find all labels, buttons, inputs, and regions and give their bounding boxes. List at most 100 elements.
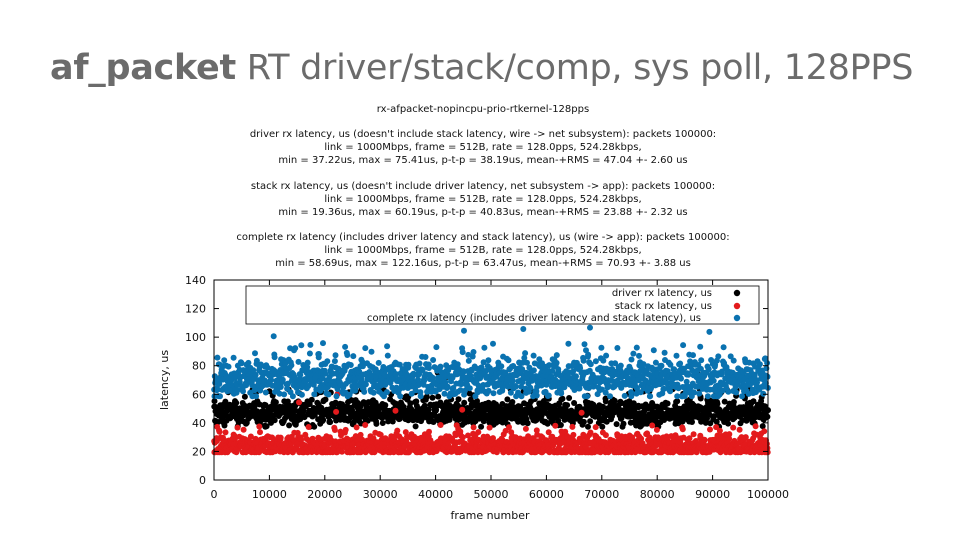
complete-point (667, 361, 674, 368)
stack-point (216, 428, 223, 435)
complete-point (461, 387, 468, 394)
complete-point (592, 358, 599, 365)
x-tick-label: 10000 (252, 488, 287, 501)
stack-point (257, 429, 263, 436)
complete-point (307, 341, 314, 348)
complete-point (288, 362, 295, 369)
complete-point (584, 393, 591, 400)
driver-subtitle-1: driver rx latency, us (doesn't include s… (250, 129, 716, 140)
y-tick-label: 140 (185, 274, 206, 287)
complete-point (454, 361, 461, 368)
stack-point (305, 424, 312, 430)
complete-point (585, 385, 592, 392)
complete-point (393, 371, 400, 378)
driver-point (600, 403, 606, 410)
complete-point (333, 393, 340, 400)
stack-point (730, 424, 737, 431)
complete-point (485, 357, 492, 364)
complete-point (530, 352, 537, 359)
driver-point (702, 419, 709, 426)
driver-point (320, 417, 327, 423)
driver-point (714, 400, 721, 407)
driver-point (618, 400, 625, 407)
complete-point (727, 353, 734, 360)
complete-point (587, 324, 593, 331)
stack-point (296, 399, 302, 406)
x-tick-label: 90000 (695, 488, 730, 501)
stack-point (234, 424, 241, 431)
driver-point (509, 399, 516, 405)
driver-point (215, 419, 222, 425)
x-tick-label: 30000 (363, 488, 398, 501)
y-tick-label: 40 (192, 417, 206, 430)
complete-point (253, 357, 260, 364)
stack-point (256, 449, 263, 456)
driver-point (602, 398, 609, 405)
slide-title: af_packet RT driver/stack/comp, sys poll… (50, 48, 913, 88)
slide-title-bold: af_packet (50, 48, 236, 88)
driver-point (461, 399, 468, 406)
complete-point (614, 345, 621, 351)
complete-point (739, 393, 745, 400)
complete-point (460, 368, 467, 375)
data-points (211, 302, 771, 456)
complete-point (417, 393, 424, 400)
complete-point (733, 389, 740, 396)
driver-point (504, 396, 511, 403)
complete-point (710, 377, 717, 384)
complete-point (271, 354, 278, 361)
driver-point (382, 402, 389, 409)
complete-point (519, 359, 526, 366)
stack-point (333, 408, 340, 415)
stack-point (602, 432, 609, 439)
complete-point (396, 361, 403, 368)
complete-point (482, 368, 489, 374)
driver-point (759, 423, 766, 430)
stack-point (459, 434, 466, 441)
stack-point (392, 407, 399, 414)
stack-point (578, 409, 585, 416)
complete-point (762, 355, 769, 362)
driver-point (571, 400, 578, 406)
complete-point (416, 360, 423, 367)
y-tick-label: 80 (192, 360, 206, 373)
stack-point (750, 435, 757, 442)
complete-point (405, 361, 412, 368)
complete-point (647, 393, 654, 400)
complete-point (359, 363, 366, 370)
stack-point (686, 435, 693, 442)
driver-point (580, 418, 587, 425)
complete-point (764, 360, 771, 366)
legend: driver rx latency, us stack rx latency, … (245, 285, 760, 325)
complete-point (342, 343, 349, 350)
x-tick-label: 40000 (418, 488, 453, 501)
y-axis-ticks: 0 20 40 60 80 100 120 140 (185, 274, 768, 487)
complete-point (468, 367, 475, 374)
legend-label-driver: driver rx latency, us (612, 288, 712, 299)
stack-point (426, 428, 432, 435)
driver-point (272, 399, 279, 406)
complete-point (214, 386, 221, 393)
complete-point (730, 357, 737, 364)
complete-point (268, 377, 275, 383)
complete-point (457, 387, 464, 394)
complete-point (558, 390, 565, 397)
stack-point (570, 431, 577, 438)
complete-point (297, 371, 304, 378)
complete-point (253, 393, 260, 400)
complete-point (214, 354, 221, 361)
stack-point (394, 427, 401, 434)
complete-point (412, 387, 419, 394)
stack-point (459, 406, 466, 413)
complete-point (441, 390, 448, 397)
driver-point (421, 402, 428, 409)
complete-point (459, 349, 466, 356)
driver-point (730, 399, 737, 405)
driver-point (322, 396, 329, 403)
x-axis-ticks: 0 10000 20000 30000 40000 50000 60000 70000 8000… (211, 280, 789, 501)
complete-point (458, 381, 465, 388)
complete-point (576, 385, 583, 392)
complete-point (375, 359, 382, 366)
stack-subtitle-3: min = 19.36us, max = 60.19us, p-t-p = 40… (278, 207, 687, 218)
complete-point (628, 393, 635, 400)
